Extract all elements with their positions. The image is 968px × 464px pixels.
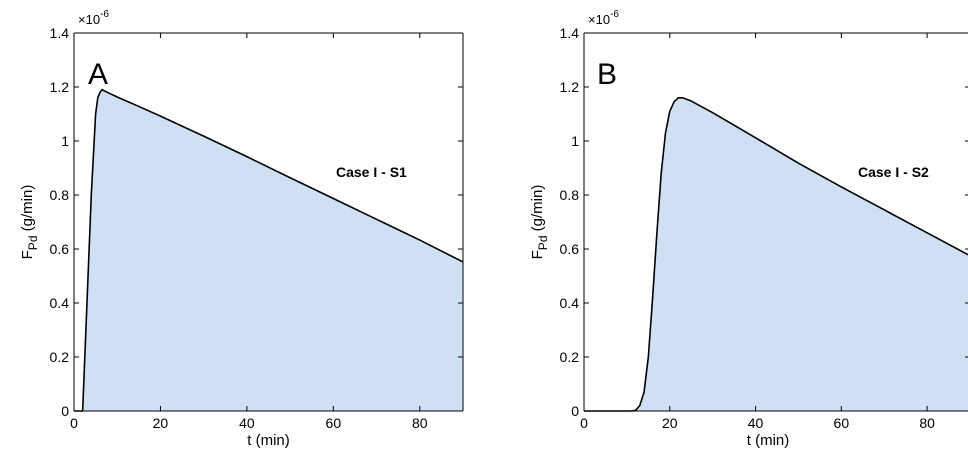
x-tick-label: 80 [412, 415, 428, 431]
x-axis-label: t (min) [747, 432, 790, 449]
panel-letter: A [88, 58, 108, 91]
y-tick-label: 0.4 [560, 295, 580, 311]
y-axis-label-unit: (g/min) [529, 185, 546, 236]
y-axis-label-sub: Pd [536, 235, 550, 250]
y-exponent-base: ×10 [588, 12, 610, 27]
y-tick-label: 0.2 [560, 349, 580, 365]
y-tick-label: 0 [571, 403, 579, 419]
x-tick-label: 80 [919, 415, 935, 431]
y-axis-label-unit: (g/min) [19, 185, 36, 236]
chart-panel-b: 0 20 40 60 80 0 0.2 0.4 0.6 0.8 1 1.2 1.4 ×10-6 B Case … [529, 9, 968, 449]
y-tick-label: 0.8 [50, 187, 70, 203]
y-tick-label: 1.4 [50, 25, 70, 41]
y-tick-label: 1 [571, 133, 579, 149]
y-exponent-base: ×10 [78, 12, 100, 27]
y-tick-label: 0.8 [560, 187, 580, 203]
x-tick-label: 40 [748, 415, 764, 431]
x-tick-label: 0 [580, 415, 588, 431]
x-tick-label: 60 [834, 415, 850, 431]
y-tick-label: 0.4 [50, 295, 70, 311]
x-tick-label: 0 [70, 415, 78, 431]
y-exponent-power: -6 [610, 9, 619, 20]
y-exponent-power: -6 [100, 9, 109, 20]
case-annotation: Case I - S2 [858, 164, 929, 180]
y-tick-label: 1.4 [560, 25, 580, 41]
area-fill [82, 89, 464, 411]
series-line [74, 88, 464, 412]
y-tick-label: 1.2 [50, 79, 70, 95]
y-axis-label: FPd (g/min) [529, 185, 550, 260]
y-axis-label-sub: Pd [26, 235, 40, 250]
x-tick-label: 40 [239, 415, 255, 431]
x-axis-label: t (min) [247, 432, 290, 449]
series-line [584, 97, 968, 412]
y-tick-label: 0 [61, 403, 69, 419]
x-tick-label: 60 [326, 415, 342, 431]
y-exponent-label: ×10-6 [78, 9, 109, 27]
y-tick-label: 0.6 [50, 241, 70, 257]
y-axis-label-main: F [529, 250, 546, 259]
y-tick-label: 1 [61, 133, 69, 149]
area-fill [584, 97, 968, 411]
y-tick-label: 0.2 [50, 349, 70, 365]
y-exponent-label: ×10-6 [588, 9, 619, 27]
x-tick-label: 20 [662, 415, 678, 431]
x-tick-label: 20 [153, 415, 169, 431]
case-annotation: Case I - S1 [336, 164, 407, 180]
chart-panel-a: 0 20 40 60 80 0 0.2 0.4 0.6 0.8 1 1.2 1.4 ×10-6 A Case … [19, 9, 464, 449]
y-tick-label: 0.6 [560, 241, 580, 257]
y-axis-label-main: F [19, 250, 36, 259]
panel-letter: B [597, 58, 617, 91]
y-axis-label: FPd (g/min) [19, 185, 40, 260]
y-tick-label: 1.2 [560, 79, 580, 95]
